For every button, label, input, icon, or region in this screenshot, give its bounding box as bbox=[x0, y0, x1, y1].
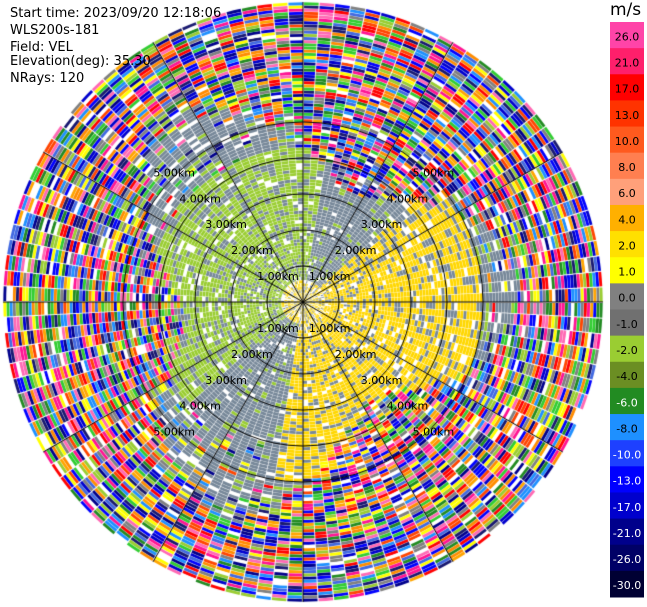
elevation-label: Elevation(deg): 35.30 bbox=[10, 54, 151, 69]
instrument-label: WLS200s-181 bbox=[10, 23, 100, 38]
start-time-label: Start time: 2023/09/20 12:18:06 bbox=[10, 6, 222, 21]
field-label: Field: VEL bbox=[10, 40, 73, 55]
colorbar-unit: m/s bbox=[610, 0, 642, 20]
nrays-label: NRays: 120 bbox=[10, 71, 85, 86]
